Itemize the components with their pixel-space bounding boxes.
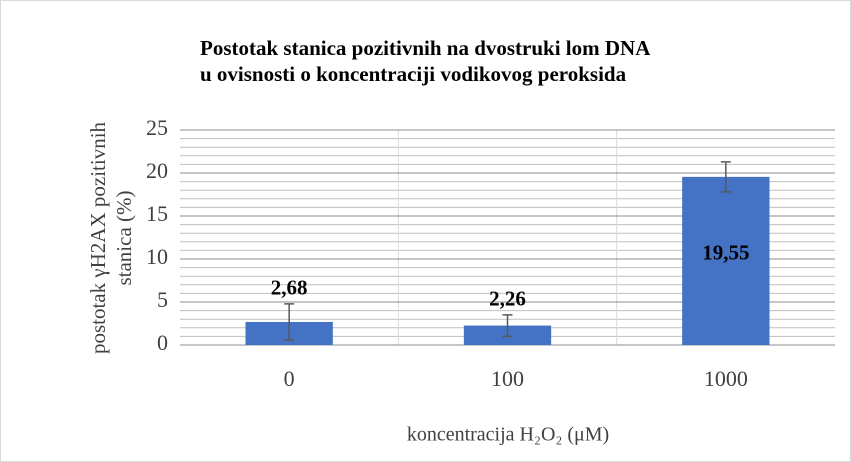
- x-tick-label: 0: [284, 366, 295, 391]
- data-label: 19,55: [702, 241, 749, 265]
- y-tick-label: 10: [146, 244, 168, 269]
- data-label: 2,68: [271, 276, 308, 300]
- chart-title: u ovisnosti o koncentraciji vodikovog pe…: [200, 62, 627, 86]
- x-tick-label: 1000: [704, 366, 748, 391]
- x-axis-label: koncentracija H₂O₂ (μM): [407, 424, 609, 446]
- y-tick-label: 20: [146, 158, 168, 183]
- y-tick-label: 5: [157, 287, 168, 312]
- y-tick-label: 15: [146, 201, 168, 226]
- y-tick-label: 25: [146, 115, 168, 140]
- error-bar: [502, 314, 513, 338]
- y-axis-label: stanica (%): [112, 190, 136, 285]
- bar: [682, 176, 770, 345]
- x-tick-label: 100: [491, 366, 524, 391]
- data-label: 2,26: [489, 287, 526, 311]
- y-axis-label: postotak γH2AX pozitivnih: [86, 121, 110, 354]
- error-bar: [720, 161, 731, 193]
- chart-title: Postotak stanica pozitivnih na dvostruki…: [200, 36, 651, 60]
- error-bar: [284, 303, 295, 341]
- y-tick-label: 0: [157, 330, 168, 355]
